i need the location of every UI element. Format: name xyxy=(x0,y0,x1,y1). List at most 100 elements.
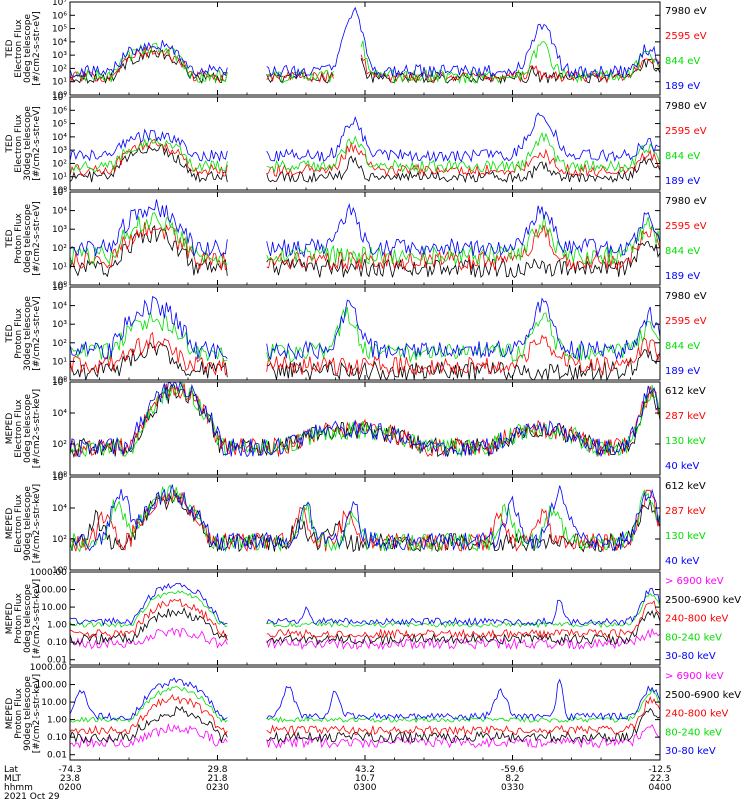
y-axis-label: [#/cm2-s-str-eV] xyxy=(32,201,42,276)
y-tick-label: 10⁴ xyxy=(52,38,67,48)
series-line-1-4 xyxy=(69,6,661,79)
y-tick-label: 10³ xyxy=(52,225,67,235)
legend-entry: 2595 eV xyxy=(665,31,707,42)
y-axis-label: 0deg telescope xyxy=(23,584,33,654)
y-axis-label: 0deg telescope xyxy=(23,14,33,84)
panel-frame xyxy=(69,191,661,286)
y-tick-label: 10¹ xyxy=(52,357,67,367)
series-line-3-1 xyxy=(69,224,661,278)
y-axis-label: Electron Flux xyxy=(14,114,24,173)
y-axis-label: [#/cm2-s-str-keV] xyxy=(32,579,42,658)
y-tick-label: 10⁴ xyxy=(52,302,67,312)
y-axis-label: [#/cm2-s-str-keV] xyxy=(32,674,42,753)
y-tick-label: 0.01 xyxy=(47,751,67,761)
x-tick-label: 0200 xyxy=(59,783,82,793)
y-axis-label: [#/cm2-s-str-keV] xyxy=(32,389,42,468)
date-label: 2021 Oct 29 xyxy=(4,792,60,800)
y-tick-label: 10¹ xyxy=(52,78,67,88)
legend-entry: 2595 eV xyxy=(665,221,707,232)
legend-entry: 240-800 keV xyxy=(665,614,729,625)
y-tick-label: 10⁷ xyxy=(52,0,67,8)
y-tick-label: 10⁰ xyxy=(52,91,67,101)
y-axis-label: MEPED xyxy=(5,698,15,730)
y-tick-label: 10⁰ xyxy=(52,376,67,386)
y-axis-label: Electron Flux xyxy=(14,399,24,458)
legend-entry: 7980 eV xyxy=(665,291,707,302)
x-tick-label: 23.8 xyxy=(60,774,80,784)
series-line-7-4 xyxy=(69,590,661,629)
panel-6: 612 keV 287 keV 130 keV 40 keV 10⁰ 10² 10⁴ 10⁶ M… xyxy=(5,473,706,576)
y-tick-label: 10⁰ xyxy=(52,471,67,481)
y-axis-label: [#/cm2-s-str-eV] xyxy=(32,11,42,86)
x-tick-label: 0400 xyxy=(649,783,672,793)
y-axis-label: MEPED xyxy=(5,603,15,635)
y-tick-label: 1000.00 xyxy=(30,568,67,578)
panel-frame xyxy=(69,1,661,96)
y-tick-label: 1000.00 xyxy=(30,663,67,673)
legend-entry: 240-800 keV xyxy=(665,709,729,720)
series-line-3-4 xyxy=(69,199,661,259)
y-tick-label: 10⁶ xyxy=(52,106,67,116)
panel-3: 7980 eV 2595 eV 844 eV 189 eV 10⁰ 10¹ 10² 10³ 10… xyxy=(5,188,707,291)
legend-entry: 844 eV xyxy=(665,151,700,162)
series-line-8-5 xyxy=(69,677,661,721)
y-tick-label: 10³ xyxy=(52,320,67,330)
y-tick-label: 10² xyxy=(52,535,67,545)
series-line-2-2 xyxy=(69,138,661,178)
panel-4: 7980 eV 2595 eV 844 eV 189 eV 10⁰ 10¹ 10² 10³ 10… xyxy=(5,283,707,386)
y-tick-label: 1.00 xyxy=(47,716,67,726)
series-line-4-4 xyxy=(69,295,661,361)
legend-entry: 287 keV xyxy=(665,411,706,422)
y-tick-label: 10⁶ xyxy=(52,378,67,388)
y-tick-label: 0.10 xyxy=(47,733,67,743)
series-line-4-3 xyxy=(69,306,661,364)
y-tick-label: 10¹ xyxy=(52,173,67,183)
series-line-7-3 xyxy=(69,598,661,640)
x-tick-label: -12.5 xyxy=(648,765,671,775)
y-axis-label: [#/cm2-s-str-eV] xyxy=(32,296,42,371)
legend-entry: 844 eV xyxy=(665,56,700,67)
legend-entry: > 6900 keV xyxy=(665,576,724,587)
y-axis-label: TED xyxy=(5,324,15,343)
legend-entry: 40 keV xyxy=(665,461,699,472)
series-line-8-2 xyxy=(69,705,661,744)
y-axis-label: Electron Flux xyxy=(14,494,24,553)
y-axis-label: Electron Flux xyxy=(14,19,24,78)
legend-entry: 40 keV xyxy=(665,556,699,567)
legend-entry: 189 eV xyxy=(665,366,700,377)
y-tick-label: 10⁵ xyxy=(52,283,67,293)
panel-frame xyxy=(69,476,661,571)
series-line-2-4 xyxy=(69,112,661,163)
legend-entry: 612 keV xyxy=(665,481,706,492)
y-tick-label: 0.01 xyxy=(47,656,67,666)
panels: 7980 eV 2595 eV 844 eV 189 eV 10⁰ 10¹ 10² 10³ 10… xyxy=(5,0,741,761)
panel-1: 7980 eV 2595 eV 844 eV 189 eV 10⁰ 10¹ 10² 10³ 10… xyxy=(5,0,707,101)
legend-entry: 30-80 keV xyxy=(665,651,716,662)
y-tick-label: 1.00 xyxy=(47,621,67,631)
y-axis-label: Proton Flux xyxy=(14,688,24,739)
legend-entry: 7980 eV xyxy=(665,6,707,17)
y-axis-label: Proton Flux xyxy=(14,308,24,359)
y-tick-label: 10⁶ xyxy=(52,11,67,21)
series-line-4-2 xyxy=(69,331,661,377)
y-tick-label: 10¹ xyxy=(52,262,67,272)
y-tick-label: 10⁵ xyxy=(52,120,67,130)
legend-entry: 2500-6900 keV xyxy=(665,595,741,606)
series-line-4-1 xyxy=(69,342,661,382)
series-line-6-4 xyxy=(69,484,661,552)
y-tick-label: 10³ xyxy=(52,146,67,156)
y-tick-label: 10⁴ xyxy=(52,409,67,419)
y-tick-label: 10⁷ xyxy=(52,93,67,103)
y-tick-label: 10⁴ xyxy=(52,504,67,514)
y-axis-label: 90deg telescope xyxy=(23,486,33,561)
y-tick-label: 0.10 xyxy=(47,638,67,648)
y-axis-label: [#/cm2-s-str-keV] xyxy=(32,484,42,563)
series-line-7-5 xyxy=(69,582,661,627)
y-axis-label: 90deg telescope xyxy=(23,676,33,751)
series-line-8-4 xyxy=(69,685,661,724)
y-tick-label: 10² xyxy=(52,339,67,349)
legend-entry: 30-80 keV xyxy=(665,746,716,757)
series-line-3-2 xyxy=(69,222,661,272)
y-tick-label: 10² xyxy=(52,64,67,74)
